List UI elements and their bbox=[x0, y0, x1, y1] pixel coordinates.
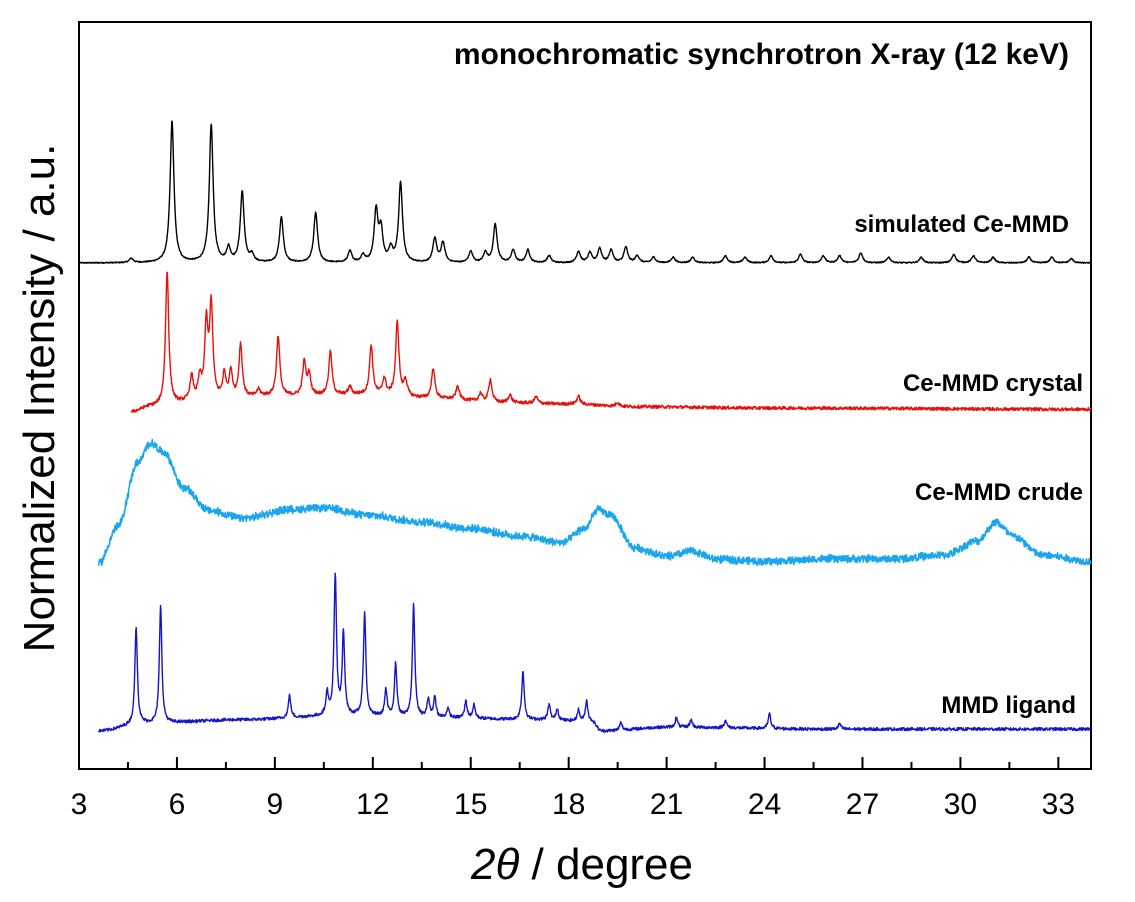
series-label: MMD ligand bbox=[941, 692, 1076, 719]
x-axis-variable: 2θ bbox=[470, 840, 519, 889]
series-label-layer: simulated Ce-MMD Ce-MMD crystal Ce-MMD cru… bbox=[854, 211, 1083, 719]
y-axis-title: Normalized Intensity / a.u. bbox=[15, 144, 64, 653]
series-layer bbox=[78, 120, 1092, 733]
x-tick-label: 6 bbox=[169, 788, 186, 821]
x-tick-label: 33 bbox=[1042, 788, 1075, 821]
chart-title: monochromatic synchrotron X-ray (12 keV) bbox=[454, 38, 1069, 71]
series-label: simulated Ce-MMD bbox=[854, 211, 1069, 238]
series-label: Ce-MMD crude bbox=[915, 479, 1083, 506]
x-tick-label: 24 bbox=[748, 788, 781, 821]
x-tick-label: 12 bbox=[356, 788, 389, 821]
x-axis-title: 2θ / degree bbox=[470, 840, 693, 889]
plot-frame bbox=[78, 21, 1092, 770]
x-tick-label: 3 bbox=[71, 788, 88, 821]
series-label: Ce-MMD crystal bbox=[903, 370, 1083, 397]
series-line-ce-mmd-crude bbox=[97, 438, 1092, 567]
x-tick-label: 9 bbox=[267, 788, 284, 821]
x-tick-label: 21 bbox=[650, 788, 683, 821]
x-tick-label: 15 bbox=[454, 788, 487, 821]
x-axis-ticks: 3 6 9 12 15 18 21 24 27 30 33 bbox=[71, 757, 1075, 821]
series-line-ce-mmd-crystal bbox=[130, 271, 1092, 413]
x-axis-unit: / degree bbox=[532, 840, 693, 889]
series-line-mmd-ligand bbox=[97, 572, 1092, 733]
x-tick-label: 30 bbox=[944, 788, 977, 821]
series-line-simulated-ce-mmd bbox=[78, 120, 1092, 264]
x-tick-label: 18 bbox=[552, 788, 585, 821]
x-tick-label: 27 bbox=[846, 788, 879, 821]
